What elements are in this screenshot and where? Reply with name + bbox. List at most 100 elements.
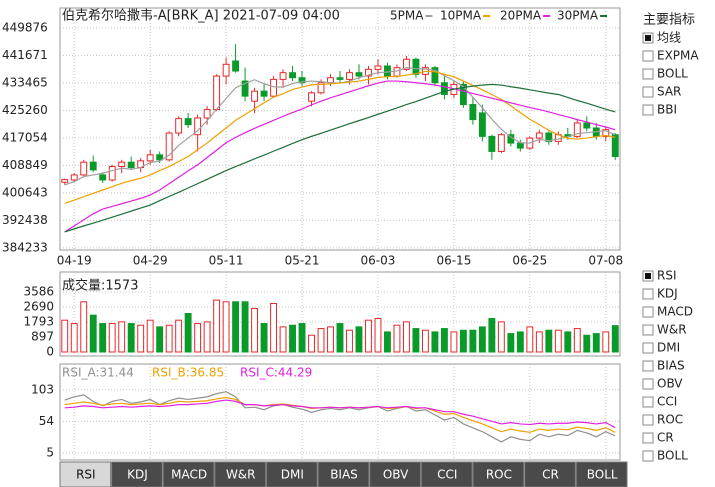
- candle-body: [165, 132, 173, 161]
- candle-body: [535, 132, 543, 139]
- series-line: [64, 80, 616, 233]
- legend-entry: 30PMA: [557, 9, 599, 23]
- tab-label[interactable]: DMI: [281, 468, 304, 482]
- indicator-option[interactable]: 均线: [657, 31, 681, 45]
- volume-bar: [488, 318, 496, 353]
- x-tick-label: 06-15: [436, 254, 471, 268]
- checkbox[interactable]: [642, 450, 654, 462]
- volume-bar: [516, 331, 524, 353]
- tab-label[interactable]: CCI: [437, 468, 457, 482]
- tab[interactable]: [317, 461, 370, 487]
- volume-bar: [469, 329, 477, 353]
- indicator-option[interactable]: BBI: [657, 103, 677, 117]
- volume-bar: [127, 323, 135, 353]
- volume-bar: [184, 312, 192, 353]
- candle-body: [488, 135, 496, 152]
- tab[interactable]: [369, 461, 421, 487]
- candle-body: [469, 104, 477, 121]
- checkbox[interactable]: [642, 324, 654, 336]
- checkbox[interactable]: [642, 50, 654, 62]
- volume-bar: [317, 328, 325, 353]
- tab-label[interactable]: W&R: [226, 468, 256, 482]
- panel-frame: [59, 363, 621, 461]
- y-tick-label: 3586: [23, 284, 54, 298]
- checkbox[interactable]: [642, 68, 654, 80]
- volume-bar: [497, 321, 505, 353]
- checkbox[interactable]: [642, 378, 654, 390]
- candle-body: [336, 77, 344, 80]
- candle-body: [497, 134, 505, 152]
- tab-label[interactable]: ROC: [486, 468, 512, 482]
- indicator-option[interactable]: SAR: [657, 85, 681, 99]
- tab-label[interactable]: OBV: [383, 468, 409, 482]
- checkbox[interactable]: [642, 306, 654, 318]
- tab[interactable]: [472, 461, 525, 487]
- y-tick-label: 417054: [2, 130, 48, 144]
- checkbox[interactable]: [642, 396, 654, 408]
- indicator-option[interactable]: CCI: [657, 395, 677, 409]
- volume-bar: [260, 323, 268, 353]
- candle-body: [516, 142, 524, 149]
- indicator-option[interactable]: BOLL: [657, 67, 688, 81]
- indicator-option[interactable]: MACD: [657, 305, 693, 319]
- tab-label[interactable]: KDJ: [127, 468, 148, 482]
- candle-body: [127, 161, 135, 169]
- tab[interactable]: [214, 461, 267, 487]
- y-tick-label: 5: [46, 445, 54, 459]
- tab[interactable]: [266, 461, 318, 487]
- volume-bar: [213, 299, 221, 353]
- candle-body: [279, 72, 287, 80]
- candle-body: [222, 63, 230, 77]
- y-tick-label: 441671: [2, 48, 48, 62]
- candle-body: [213, 75, 221, 111]
- volume-bar: [70, 323, 78, 353]
- tab[interactable]: [524, 461, 576, 487]
- indicator-option[interactable]: DMI: [657, 341, 680, 355]
- tab[interactable]: [162, 461, 215, 487]
- checkbox[interactable]: [642, 288, 654, 300]
- indicator-option[interactable]: W&R: [657, 323, 687, 337]
- checkbox[interactable]: [642, 104, 654, 116]
- candle-body: [393, 67, 401, 77]
- indicator-option[interactable]: EXPMA: [657, 49, 699, 63]
- tab-label[interactable]: CR: [542, 468, 559, 482]
- indicator-option[interactable]: KDJ: [657, 287, 678, 301]
- volume-bar: [346, 329, 353, 353]
- tab-label[interactable]: RSI: [76, 468, 96, 482]
- legend-entry: 5PMA: [390, 9, 424, 23]
- candle-body: [251, 90, 259, 102]
- volume-bar: [137, 324, 145, 353]
- checkbox[interactable]: [642, 360, 654, 372]
- indicator-option[interactable]: RSI: [657, 269, 677, 283]
- volume-bar: [459, 329, 467, 353]
- tab[interactable]: [420, 461, 473, 487]
- candle-body: [583, 122, 591, 129]
- indicator-option[interactable]: ROC: [657, 413, 683, 427]
- x-tick-label: 06-25: [512, 254, 547, 268]
- volume-bar: [564, 331, 572, 353]
- tab-label[interactable]: BIAS: [330, 468, 358, 482]
- tab-label[interactable]: BOLL: [587, 468, 618, 482]
- indicator-option[interactable]: BIAS: [657, 359, 685, 373]
- candle-body: [108, 166, 116, 181]
- volume-bar: [611, 325, 619, 353]
- candle-body: [374, 65, 382, 70]
- volume-bar: [80, 301, 88, 353]
- y-tick-label: 54: [39, 414, 54, 428]
- checkbox[interactable]: [642, 86, 654, 98]
- indicator-option[interactable]: CR: [657, 431, 674, 445]
- tab[interactable]: [59, 461, 112, 487]
- candle-body: [99, 174, 107, 181]
- tab[interactable]: [111, 461, 163, 487]
- indicator-option[interactable]: BOLL: [657, 449, 688, 463]
- y-tick-label: 897: [31, 329, 54, 343]
- legend-entry: 10PMA: [440, 9, 482, 23]
- tab-label[interactable]: MACD: [171, 468, 207, 482]
- candle-body: [175, 118, 183, 134]
- indicator-option[interactable]: OBV: [657, 377, 683, 391]
- series-line: [64, 83, 616, 233]
- checkbox[interactable]: [642, 432, 654, 444]
- tab[interactable]: [575, 461, 628, 487]
- checkbox[interactable]: [642, 414, 654, 426]
- checkbox[interactable]: [642, 342, 654, 354]
